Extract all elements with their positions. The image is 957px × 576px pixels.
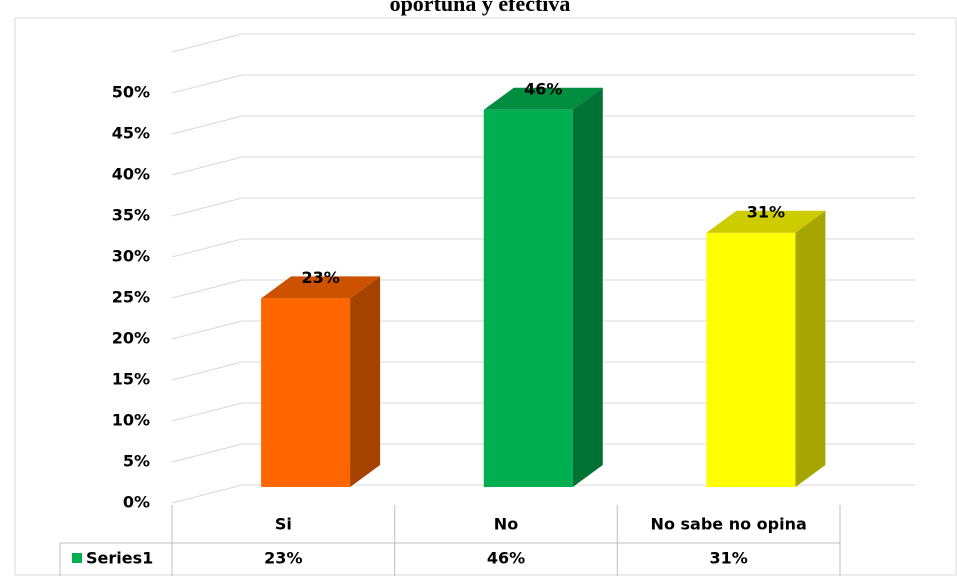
grid-line-side (171, 402, 243, 422)
chart-title: oportuna y efectiva (390, 0, 571, 16)
grid-line-side (171, 443, 243, 463)
y-tick-label: 5% (123, 452, 150, 471)
table-value: 46% (487, 549, 525, 568)
grid-line-side (171, 361, 243, 381)
table-value: 23% (264, 549, 302, 568)
legend-label: Series1 (86, 549, 153, 568)
y-tick-label: 10% (112, 411, 150, 430)
y-tick-label: 25% (112, 288, 150, 307)
y-tick-label: 35% (112, 206, 150, 225)
bar (483, 109, 573, 488)
bar-side (350, 276, 381, 487)
side-wall-top (171, 33, 243, 53)
x-tick-label: No sabe no opina (651, 515, 807, 534)
bar-top (706, 210, 826, 233)
grid-line-side (171, 484, 243, 504)
y-tick-label: 15% (112, 370, 150, 389)
y-tick-label: 40% (112, 165, 150, 184)
bar-top (261, 276, 381, 299)
bar (706, 232, 796, 487)
grid-line-side (171, 115, 243, 135)
data-label: 23% (301, 268, 339, 287)
grid-line-side (171, 197, 243, 217)
grid-line-side (171, 156, 243, 176)
bar-top (483, 87, 603, 110)
y-tick-label: 45% (112, 124, 150, 143)
bar (261, 298, 351, 487)
x-tick-label: No (494, 515, 518, 534)
bar-side (572, 87, 603, 488)
data-label: 31% (747, 202, 785, 221)
y-tick-label: 30% (112, 247, 150, 266)
y-tick-label: 0% (123, 493, 150, 512)
data-label: 46% (524, 79, 562, 98)
grid-line-side (171, 238, 243, 258)
table-value: 31% (710, 549, 748, 568)
grid-line-side (171, 320, 243, 340)
y-tick-label: 20% (112, 329, 150, 348)
y-tick-label: 50% (112, 83, 150, 102)
x-tick-label: Si (275, 515, 292, 534)
bar-side (795, 210, 826, 488)
grid-line-side (171, 279, 243, 299)
grid-line-side (171, 74, 243, 94)
legend-swatch (72, 553, 82, 563)
